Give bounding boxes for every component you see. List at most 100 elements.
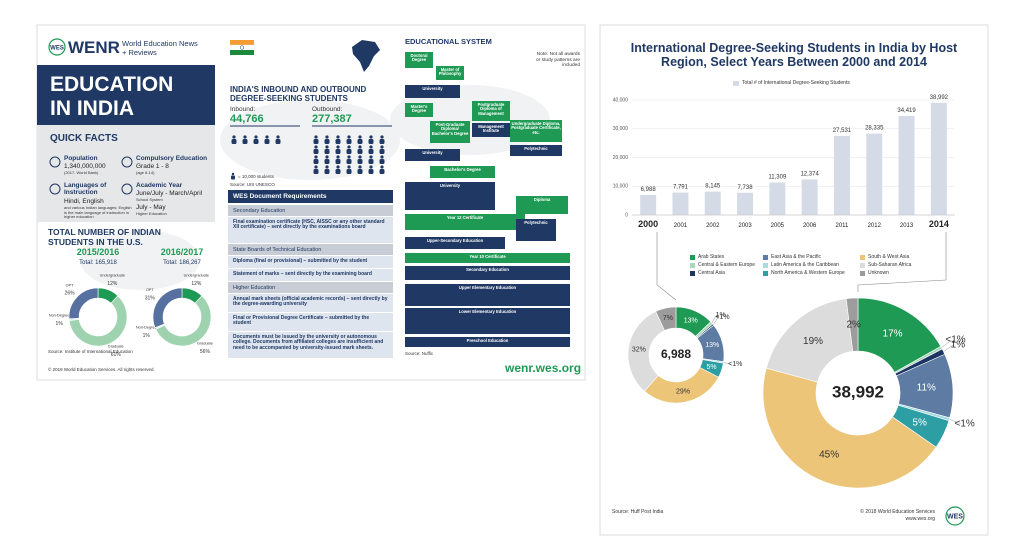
icon-head (347, 155, 351, 159)
edu-node-label: Master of Philosophy (438, 66, 462, 77)
icon-head (358, 165, 362, 169)
edu-node-label: Year 10 Certificate (469, 253, 506, 259)
slice-label: <1% (955, 418, 975, 429)
bar (833, 135, 850, 215)
person-icon (275, 135, 281, 144)
icon-head (325, 135, 329, 139)
donut-slice (68, 287, 99, 320)
source: Source: Nuffic (405, 351, 434, 356)
edu-node (405, 284, 570, 306)
leader (949, 419, 961, 424)
person-icon (357, 135, 363, 144)
bar-label: 11,309 (768, 174, 787, 180)
slice-label: 5% (706, 364, 716, 371)
icon-body (264, 139, 270, 144)
copyright: © 2018 World Education Services (860, 509, 935, 515)
slice-name: Non-Degree (136, 325, 157, 329)
legend-swatch (763, 271, 768, 276)
icon-head (336, 165, 340, 169)
io-value: 277,387 (312, 113, 352, 125)
edu-node (405, 52, 433, 68)
donut-title: 2015/2016 (77, 247, 120, 257)
legend-label: Total # of International Degree-Seeking … (742, 80, 850, 86)
icon-head (325, 165, 329, 169)
icon-head (243, 135, 247, 139)
icon-head (254, 135, 258, 139)
icon-head (325, 155, 329, 159)
icon-head (231, 172, 235, 176)
person-icon (242, 135, 248, 144)
edu-node (405, 237, 505, 249)
person-icon (335, 145, 341, 154)
leader (941, 339, 952, 348)
donut-total: 6,988 (661, 347, 691, 361)
icon-body (335, 159, 341, 164)
icon-head (347, 165, 351, 169)
doc-item: Annual mark sheets (official academic re… (233, 295, 388, 308)
x-tick-label: 2002 (706, 223, 720, 229)
title-box (37, 65, 215, 125)
slice-label: <1% (945, 335, 965, 346)
url: www.wes.org (905, 516, 935, 522)
slice-label: 45% (819, 450, 839, 461)
person-icon (368, 155, 374, 164)
edu-node-label: Polytechnic (524, 145, 548, 151)
edu-node-label: Year 12 Certificate (446, 214, 484, 220)
icon-body (324, 149, 330, 154)
edu-node (405, 253, 570, 263)
fact-note: (age 6-14) (136, 170, 155, 175)
person-icon (313, 145, 319, 154)
legend-label: Central Asia (698, 270, 725, 276)
icon-body (346, 169, 352, 174)
slice-label: 29% (676, 389, 690, 396)
bar-label: 6,988 (641, 187, 657, 193)
doc-item: Final examination certificate (HSC, AISS… (233, 218, 385, 231)
slice-label: 61% (111, 352, 122, 358)
icon-body (313, 149, 319, 154)
icon-body (368, 139, 374, 144)
bar-label: 34,419 (897, 108, 916, 114)
legend-label: Latin America & the Caribbean (771, 262, 839, 268)
person-icon (379, 165, 385, 174)
legend-label: Sub-Saharan Africa (868, 262, 912, 268)
edu-node-label: Lower Elementary Education (458, 308, 517, 314)
edu-node-label: University (439, 182, 461, 188)
slice-label: 12% (191, 281, 202, 287)
connectors (656, 232, 947, 301)
legend-swatch (733, 81, 739, 86)
logo: WES (947, 514, 963, 521)
bar-label: 27,531 (833, 128, 852, 134)
icon-body (346, 159, 352, 164)
person-icon (313, 155, 319, 164)
bar (704, 191, 721, 215)
y-tick-label: 20,000 (613, 155, 629, 161)
icon-head (232, 135, 236, 139)
slice-label: 31% (145, 295, 156, 301)
y-tick-label: 0 (625, 212, 628, 218)
doc-item: Diploma (final or provisional) – submitt… (233, 257, 368, 264)
icon-body (275, 139, 281, 144)
icon-head (336, 145, 340, 149)
icon-head (336, 135, 340, 139)
person-icon (324, 155, 330, 164)
bar (898, 116, 915, 215)
edu-node-label: Polytechnic (524, 219, 548, 225)
icon-head (358, 145, 362, 149)
fact-icons (49, 156, 133, 195)
edu-node (430, 121, 470, 143)
leader (712, 316, 719, 325)
slice-label: 32% (632, 347, 646, 354)
icon-head (358, 155, 362, 159)
edu-node-label: Doctoral Degree (410, 52, 428, 63)
bar-label: 28,335 (865, 126, 884, 132)
donut-slice (152, 287, 183, 329)
unit-label: = 10,000 students (238, 174, 274, 179)
icon-body (253, 139, 259, 144)
edu-node-label: Diploma (533, 196, 551, 202)
edu-node-label: Bachelor's Degree (444, 166, 481, 172)
person-icon (368, 165, 374, 174)
x-tick-label: 2003 (738, 223, 752, 229)
edu-node (510, 120, 562, 142)
edu-node-label: Post-Graduate Diploma/ Bachelor's Degree (431, 121, 469, 137)
icon-head (314, 135, 318, 139)
